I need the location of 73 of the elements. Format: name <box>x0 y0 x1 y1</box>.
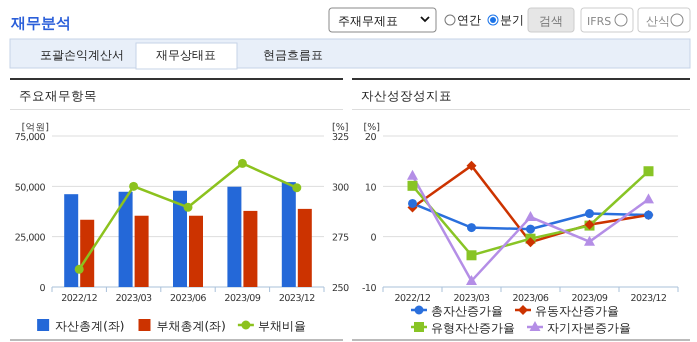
x-tick-label: 2023/09 <box>572 293 608 304</box>
x-tick-label: 2023/09 <box>224 293 261 304</box>
point <box>526 224 535 234</box>
y-tick-label: 0 <box>39 283 46 294</box>
legend-label: 자산총계(좌) <box>55 319 124 333</box>
point <box>184 202 192 212</box>
x-tick-label: 2023/12 <box>630 293 667 304</box>
point <box>238 158 247 168</box>
x-tick-label: 2023/03 <box>454 293 490 304</box>
bar <box>243 210 258 287</box>
text: 검색 <box>539 14 563 28</box>
bar <box>64 194 78 287</box>
x-tick-label: 2023/06 <box>170 293 206 304</box>
y2-tick-label: 300 <box>332 182 350 194</box>
legend-label: 자기자본증가율 <box>547 321 631 335</box>
y-tick-label: 75,000 <box>14 132 46 143</box>
point <box>467 223 476 232</box>
y-tick-label: 50,000 <box>14 182 46 194</box>
x-tick-label: 2023/03 <box>116 293 152 304</box>
point <box>643 193 654 204</box>
point <box>644 166 654 176</box>
y-tick-label: 10 <box>364 182 376 194</box>
chart-title: 주요재무항목 <box>19 88 97 103</box>
text: 재무분석 <box>10 14 71 32</box>
y2-axis-title: [%] <box>332 122 348 133</box>
y-tick-label: 25,000 <box>14 232 46 244</box>
y2-tick-label: 325 <box>332 132 350 143</box>
bar <box>227 186 242 287</box>
bar <box>80 220 94 287</box>
bar <box>282 182 296 287</box>
chart-title: 자산성장성지표 <box>361 88 452 103</box>
point <box>408 198 417 208</box>
x-tick-label: 2023/06 <box>512 293 549 304</box>
y-tick-label: 0 <box>370 232 376 244</box>
legend-label: 부채비율 <box>258 319 306 333</box>
text: 분기 <box>500 13 524 27</box>
point <box>466 250 476 260</box>
text: 주재무제표 <box>338 14 398 28</box>
y2-tick-label: 275 <box>332 232 350 244</box>
y-axis-title: [%] <box>364 122 380 133</box>
text: 산식 <box>646 14 670 28</box>
point <box>292 183 302 192</box>
x-tick-label: 2022/12 <box>61 293 98 304</box>
point <box>407 170 418 180</box>
legend-label: 부채총계(좌) <box>156 319 226 333</box>
point <box>584 236 595 246</box>
point <box>526 237 536 248</box>
text: 재무상태표 <box>156 48 216 62</box>
x-tick-label: 2022/12 <box>394 293 431 304</box>
text: 포괄손익계산서 <box>40 48 124 62</box>
text: 연간 <box>457 13 481 27</box>
text: 현금흐름표 <box>263 48 323 62</box>
bar <box>118 192 133 287</box>
point <box>466 274 477 285</box>
point <box>74 264 84 274</box>
legend-label: 유형자산증가율 <box>431 321 515 335</box>
point <box>408 180 418 191</box>
point <box>466 160 476 171</box>
bar <box>134 216 149 287</box>
point <box>585 209 594 218</box>
text: IFRS <box>587 15 612 28</box>
x-tick-label: 2023/12 <box>278 293 316 304</box>
y-tick-label: -10 <box>362 283 376 294</box>
point <box>129 182 138 191</box>
legend-label: 유동자산증가율 <box>535 304 619 318</box>
y2-tick-label: 250 <box>332 283 350 294</box>
y-tick-label: 20 <box>364 132 376 143</box>
bar <box>298 208 312 287</box>
y-axis-title: [억원] <box>22 122 49 133</box>
point <box>525 211 536 222</box>
bar <box>189 216 203 287</box>
bar <box>173 190 187 287</box>
legend-label: 총자산증가율 <box>431 304 503 318</box>
